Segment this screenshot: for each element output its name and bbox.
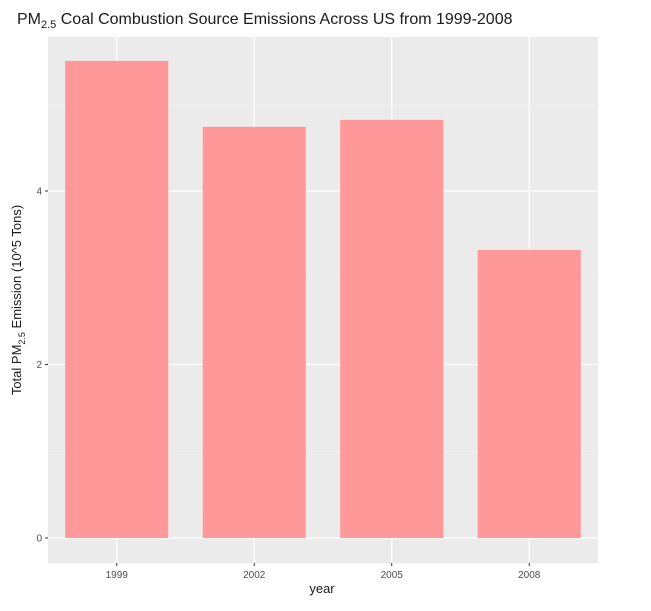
bar-2008 [477, 249, 581, 539]
x-tick-label: 2008 [518, 570, 541, 581]
x-tick-label: 1999 [106, 570, 129, 581]
x-tick-label: 2002 [243, 570, 266, 581]
y-tick-label: 0 [36, 534, 42, 545]
bar-1999 [65, 60, 169, 538]
chart-title: PM2.5 Coal Combustion Source Emissions A… [17, 11, 513, 31]
bars-layer [65, 60, 581, 539]
y-axis-title: Total PM2.5 Emission (10^5 Tons) [9, 205, 27, 395]
y-tick-label: 4 [36, 187, 42, 198]
x-tick-label: 2005 [381, 570, 404, 581]
x-axis-title: year [309, 581, 335, 596]
axis-layer: 0 2 4 1999 2002 2005 2008 [36, 187, 540, 582]
bar-2002 [202, 126, 306, 539]
y-tick-label: 2 [36, 360, 42, 371]
bar-2005 [340, 119, 444, 539]
